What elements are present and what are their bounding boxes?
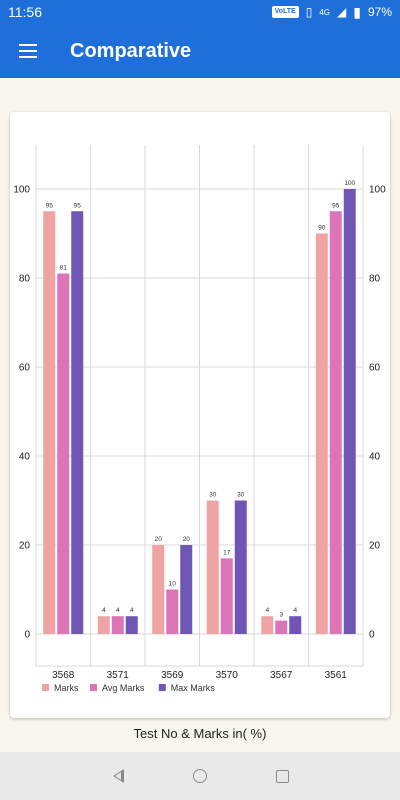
bar-marks <box>315 233 328 634</box>
y-tick-label-left: 100 <box>13 185 30 196</box>
data-label: 100 <box>344 180 355 187</box>
back-icon <box>112 769 124 783</box>
bar-avg-marks <box>275 620 288 634</box>
back-button[interactable] <box>108 766 128 786</box>
data-label: 95 <box>74 202 82 209</box>
signal-icon: ◢ <box>337 5 347 19</box>
x-tick-label: 3570 <box>216 670 239 681</box>
bar-avg-marks <box>329 211 342 634</box>
battery-icon: ▮ <box>353 3 361 20</box>
menu-icon[interactable] <box>0 24 56 78</box>
bar-max-marks <box>289 616 302 634</box>
chart-caption: Test No & Marks in( %) <box>133 726 267 741</box>
bar-marks <box>206 500 219 634</box>
x-tick-label: 3567 <box>270 670 293 681</box>
bar-marks <box>152 545 165 634</box>
bar-max-marks <box>343 189 356 634</box>
status-time: 11:56 <box>8 4 42 20</box>
data-label: 4 <box>130 607 134 614</box>
y-tick-label-left: 0 <box>24 630 30 641</box>
y-tick-label-right: 100 <box>369 185 386 196</box>
bar-chart: 0 0 20 20 40 40 60 60 80 80 100 100 95 81 95 3568 4 4 4 357… <box>13 145 386 693</box>
legend-swatch <box>90 684 97 691</box>
x-tick-label: 3561 <box>325 670 348 681</box>
legend-entry: Avg Marks <box>102 683 145 693</box>
data-label: 81 <box>60 265 68 272</box>
y-tick-label-right: 20 <box>369 541 381 552</box>
bar-avg-marks <box>57 273 70 634</box>
bar-marks <box>261 616 274 634</box>
data-label: 17 <box>223 549 231 556</box>
legend-entry: Marks <box>54 683 79 693</box>
bar-avg-marks <box>111 616 124 634</box>
network-type-label: 4G <box>319 7 331 17</box>
data-label: 20 <box>155 536 163 543</box>
home-button[interactable] <box>190 766 210 786</box>
y-tick-label-right: 60 <box>369 363 381 374</box>
bar-max-marks <box>71 211 84 634</box>
navigation-bar <box>0 752 400 800</box>
data-label: 10 <box>169 581 177 588</box>
data-label: 4 <box>102 607 106 614</box>
bar-marks <box>43 211 56 634</box>
legend-swatch <box>158 684 166 691</box>
data-label: 95 <box>332 202 340 209</box>
data-label: 90 <box>318 225 326 232</box>
bar-max-marks <box>180 545 193 634</box>
legend-swatch <box>42 684 49 691</box>
x-tick-label: 3569 <box>161 670 184 681</box>
data-label: 4 <box>293 607 297 614</box>
y-tick-label-right: 40 <box>369 452 381 463</box>
y-tick-label-left: 80 <box>19 274 31 285</box>
y-tick-label-right: 0 <box>369 630 375 641</box>
legend-entry: Max Marks <box>171 683 216 693</box>
data-label: 30 <box>209 492 217 499</box>
y-tick-label-left: 40 <box>19 452 31 463</box>
x-tick-label: 3571 <box>107 670 130 681</box>
data-label: 20 <box>183 536 191 543</box>
chart-card: 0 0 20 20 40 40 60 60 80 80 100 100 95 81 95 3568 4 4 4 357… <box>10 112 390 718</box>
app-bar: Comparative <box>0 24 400 78</box>
home-icon <box>193 769 207 783</box>
battery-level: 97% <box>367 5 392 19</box>
data-label: 3 <box>279 612 283 619</box>
bar-marks <box>97 616 110 634</box>
y-tick-label-right: 80 <box>369 274 381 285</box>
volte-icon: VoLTE <box>271 6 299 18</box>
data-label: 30 <box>237 492 245 499</box>
data-label: 4 <box>265 607 269 614</box>
bar-avg-marks <box>220 558 233 634</box>
data-label: 4 <box>116 607 120 614</box>
y-tick-label-left: 20 <box>19 541 31 552</box>
x-tick-label: 3568 <box>52 670 75 681</box>
recents-icon <box>275 769 289 783</box>
bar-avg-marks <box>166 589 179 634</box>
status-bar: 11:56 VoLTE ▯ 4G ◢ ▮ 97% <box>0 0 400 24</box>
bar-max-marks <box>125 616 138 634</box>
recents-button[interactable] <box>272 766 292 786</box>
y-tick-label-left: 60 <box>19 363 31 374</box>
page-title: Comparative <box>70 39 192 62</box>
bar-max-marks <box>234 500 247 634</box>
vibrate-icon: ▯ <box>305 5 313 19</box>
data-label: 95 <box>46 202 54 209</box>
